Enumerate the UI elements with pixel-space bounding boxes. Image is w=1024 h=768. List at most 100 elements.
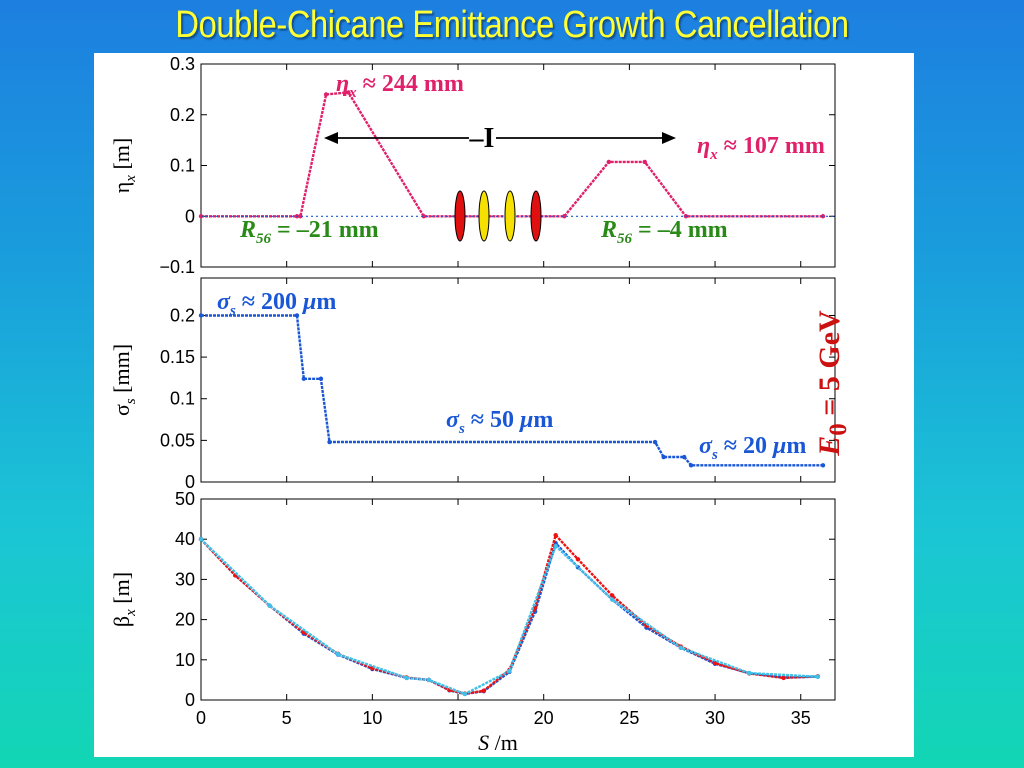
sigma-middle-unit: μ	[518, 407, 533, 433]
sigma-initial-tail: m	[316, 289, 336, 315]
quadrupole-marker	[530, 190, 542, 242]
data-point-red	[301, 630, 307, 635]
eta-max-first-chicane-sub: x	[348, 85, 357, 101]
energy-value: = 5 GeV	[813, 310, 846, 424]
y-tick-label: 30	[175, 569, 195, 589]
data-point-red	[553, 532, 558, 538]
r56-first-chicane-var: R	[239, 217, 256, 243]
data-point-blue	[652, 439, 658, 445]
y-tick-label: 20	[175, 610, 195, 630]
data-point-blue	[318, 376, 324, 381]
minus-i-label: –I	[469, 123, 495, 154]
x-axis-label: S /m	[478, 730, 518, 755]
y-tick-label: 0.15	[160, 347, 195, 367]
y-axis-label: βx [m]	[109, 572, 139, 627]
x-tick-label: 5	[282, 708, 292, 728]
eta-max-second-chicane-text: ≈ 107 mm	[718, 133, 825, 159]
y-axis-unit: [m]	[109, 138, 134, 175]
data-point-cyan	[462, 691, 468, 697]
x-axis-unit: /m	[489, 730, 518, 755]
beam-energy-label: E0 = 5 GeV	[810, 283, 852, 483]
sigma-final-var: σ	[699, 433, 713, 459]
data-point-magenta	[642, 159, 647, 165]
y-tick-label: 0.1	[170, 156, 195, 176]
r56-first-chicane: R56 = –21 mm	[239, 217, 379, 247]
y-axis-symbol: β	[109, 616, 134, 627]
y-tick-label: 0.1	[170, 389, 195, 409]
y-tick-label: 40	[175, 529, 195, 549]
sigma-initial: σs ≈ 200 μm	[217, 289, 336, 319]
data-point-magenta	[323, 92, 329, 97]
x-tick-label: 15	[448, 708, 468, 728]
y-tick-label: 0	[185, 472, 195, 492]
x-tick-label: 20	[534, 708, 554, 728]
subplot-3: 0 10 20 30 40 50 0 5 10 15 20 25 30 35 S /m βx [m]	[109, 489, 836, 755]
data-point-blue	[661, 454, 666, 460]
data-point-cyan	[426, 677, 432, 683]
r56-second-chicane-text: = –4 mm	[632, 217, 728, 243]
eta-max-second-chicane-var: η	[697, 133, 710, 159]
data-point-blue	[198, 313, 204, 318]
energy-symbol: E	[813, 435, 846, 456]
data-point-blue	[688, 463, 694, 468]
data-point-cyan	[610, 597, 615, 602]
r56-second-chicane-var: R	[600, 217, 617, 243]
data-point-blue	[820, 463, 826, 468]
slide-title: Double-Chicane Emittance Growth Cancella…	[175, 4, 849, 46]
data-point-cyan	[815, 674, 821, 679]
sigma-middle: σs ≈ 50 μm	[446, 407, 553, 437]
r56-first-chicane-sub: 56	[256, 231, 272, 247]
arrow-head-right	[662, 132, 676, 144]
data-point-cyan	[678, 645, 683, 650]
y-tick-label: 50	[175, 489, 195, 509]
x-tick-label: 0	[196, 708, 206, 728]
data-point-red	[575, 557, 581, 562]
y-axis-subscript: x	[123, 609, 139, 617]
data-point-blue	[294, 313, 300, 318]
data-point-blue	[327, 439, 332, 445]
series-line-red	[200, 532, 818, 695]
data-point-red	[481, 688, 486, 693]
y-tick-label: 0.3	[170, 54, 195, 74]
sigma-middle-var: σ	[446, 407, 460, 433]
x-tick-label: 35	[791, 708, 811, 728]
figure-panel: −0.1 0 0.1 0.2 0.3 ηx [m] ηx ≈ 244 mm ηx ≈ 107 …	[94, 53, 914, 757]
data-point-magenta	[421, 214, 426, 219]
eta-max-second-chicane-sub: x	[709, 147, 718, 163]
x-tick-label: 10	[362, 708, 382, 728]
x-tick-label: 25	[619, 708, 639, 728]
y-axis-symbol: η	[109, 182, 134, 194]
y-axis-subscript: s	[123, 398, 139, 404]
axes-frame	[200, 277, 836, 483]
eta-max-first-chicane-var: η	[336, 71, 349, 97]
y-axis-symbol: σ	[109, 404, 134, 416]
data-point-blue	[682, 454, 687, 460]
energy-subscript: 0	[825, 423, 852, 436]
y-axis-label: σs [mm]	[109, 344, 139, 416]
eta-max-first-chicane-text: ≈ 244 mm	[357, 71, 464, 97]
series-line-cyan	[200, 538, 818, 696]
data-point-magenta	[346, 90, 351, 95]
data-point-magenta	[298, 214, 303, 219]
data-point-cyan	[507, 668, 512, 674]
r56-first-chicane-text: = –21 mm	[271, 217, 379, 243]
y-axis-unit: [m]	[109, 572, 134, 609]
eta-max-second-chicane: ηx ≈ 107 mm	[697, 133, 825, 163]
sigma-final-unit: μ	[771, 433, 786, 459]
data-point-cyan	[553, 543, 558, 549]
arrow-head-left	[324, 132, 338, 144]
sigma-final-tail: m	[786, 433, 806, 459]
data-point-magenta	[562, 214, 567, 219]
x-axis-var: S	[478, 730, 489, 755]
y-axis-subscript: x	[123, 175, 139, 183]
quadrupole-marker	[504, 190, 516, 242]
r56-second-chicane-sub: 56	[617, 231, 633, 247]
data-point-cyan	[198, 537, 204, 542]
y-tick-label: 10	[175, 650, 195, 670]
data-point-red	[781, 675, 786, 681]
sigma-initial-unit: μ	[301, 289, 316, 315]
y-tick-label: 0.2	[170, 105, 195, 125]
sigma-middle-sub: s	[458, 421, 465, 437]
